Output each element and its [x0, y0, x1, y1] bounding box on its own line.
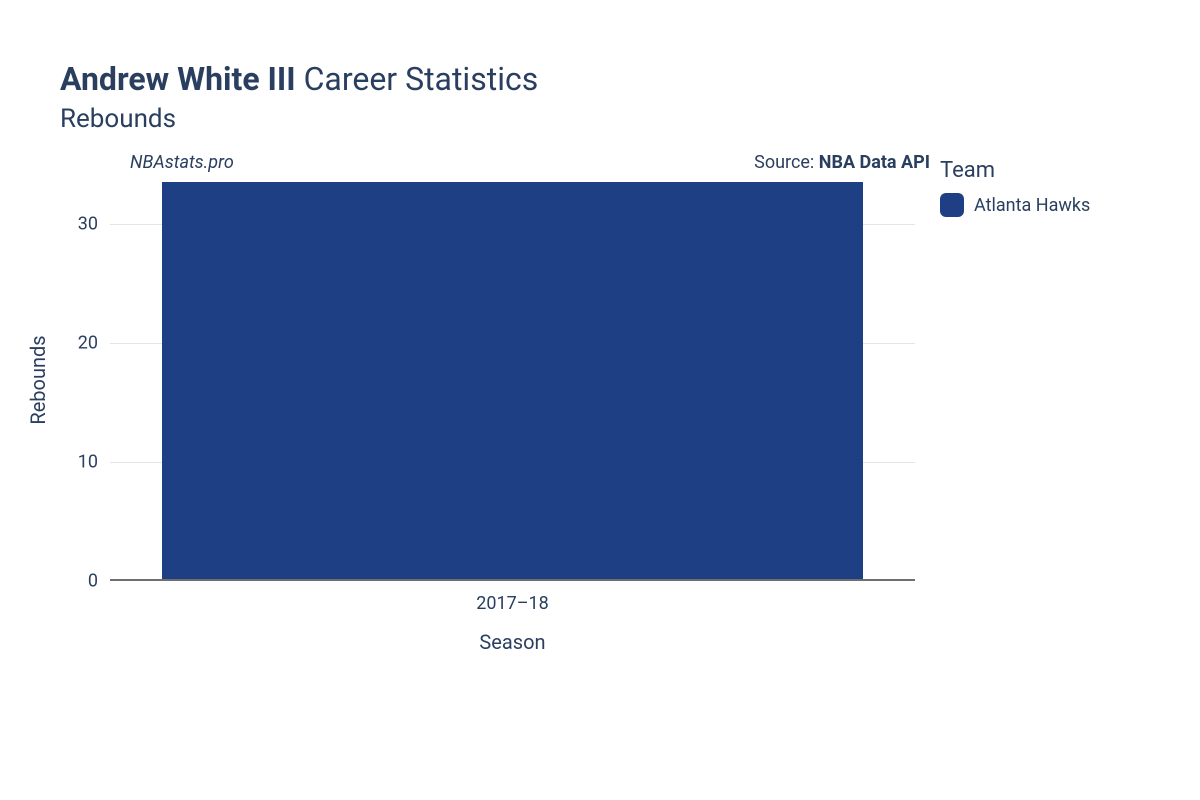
chart-subtitle: Rebounds: [60, 104, 1160, 134]
legend-swatch: [940, 193, 964, 217]
plot-area: 01020302017–18: [110, 176, 915, 581]
credit-row: NBAstats.pro Source: NBA Data API: [130, 152, 930, 173]
x-axis-title: Season: [110, 630, 915, 654]
title-suffix: Career Statistics: [304, 60, 539, 98]
source-name: NBA Data API: [819, 152, 930, 173]
y-axis-title: Rebounds: [26, 335, 50, 424]
legend-item: Atlanta Hawks: [940, 193, 1090, 217]
y-tick-label: 20: [60, 332, 110, 353]
y-tick-label: 30: [60, 213, 110, 234]
player-name: Andrew White III: [60, 60, 296, 98]
legend: Team Atlanta Hawks: [940, 158, 1090, 217]
legend-title: Team: [940, 158, 1090, 183]
source-prefix: Source:: [754, 152, 819, 173]
y-tick-label: 0: [60, 571, 110, 592]
legend-item-label: Atlanta Hawks: [974, 195, 1090, 216]
bar: [162, 182, 862, 581]
zero-line: [110, 579, 915, 581]
chart-container: Andrew White III Career Statistics Rebou…: [0, 0, 1200, 800]
chart-title: Andrew White III Career Statistics: [60, 60, 1160, 98]
x-tick-label: 2017–18: [476, 581, 549, 614]
y-tick-label: 10: [60, 451, 110, 472]
source-credit: Source: NBA Data API: [754, 152, 930, 173]
site-credit: NBAstats.pro: [130, 152, 234, 173]
